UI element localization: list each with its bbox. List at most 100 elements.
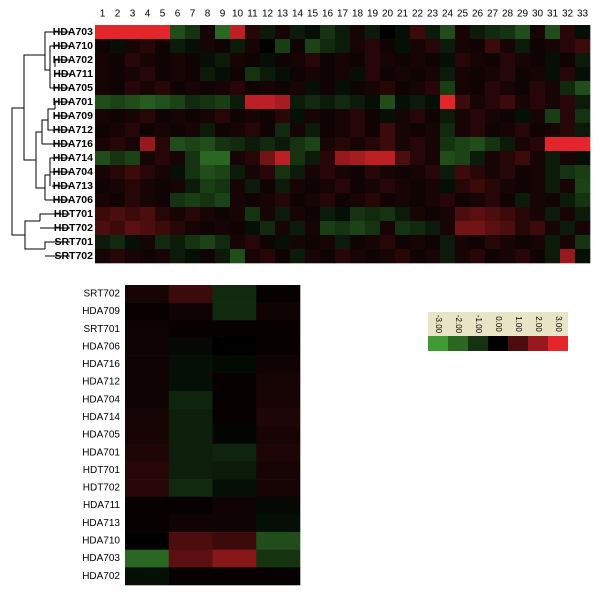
cell [95, 123, 111, 138]
cell [500, 179, 516, 194]
cell [110, 249, 126, 264]
cell [455, 207, 471, 222]
cell [170, 151, 186, 166]
cell [425, 67, 441, 82]
cell [395, 193, 411, 208]
cell [290, 151, 306, 166]
cell [290, 221, 306, 236]
cell [155, 67, 171, 82]
column-label: 19 [367, 9, 379, 20]
cell [470, 207, 486, 222]
cell [110, 151, 126, 166]
legend-cell [468, 336, 488, 351]
cell [500, 151, 516, 166]
cell [168, 567, 213, 586]
cell [256, 496, 301, 515]
cell [470, 249, 486, 264]
cell [305, 193, 321, 208]
cell [485, 123, 501, 138]
legend-cell [488, 336, 508, 351]
cell [365, 123, 381, 138]
column-label: 12 [262, 9, 274, 20]
cell [305, 179, 321, 194]
cell [470, 151, 486, 166]
cell [155, 123, 171, 138]
cell [365, 207, 381, 222]
row-label: HDA716 [82, 359, 120, 370]
cell [515, 137, 531, 152]
cell [440, 221, 456, 236]
cell [95, 179, 111, 194]
cell [320, 193, 336, 208]
cell [545, 179, 561, 194]
cell [350, 137, 366, 152]
cell [440, 25, 456, 40]
cell [320, 137, 336, 152]
cell [365, 67, 381, 82]
cell [275, 95, 291, 110]
cell [125, 123, 141, 138]
cell [256, 549, 301, 568]
cell [260, 81, 276, 96]
cell [200, 193, 216, 208]
cell [290, 137, 306, 152]
legend-cell [508, 336, 528, 351]
cell [455, 109, 471, 124]
cell [410, 81, 426, 96]
cell [125, 95, 141, 110]
cell [530, 221, 546, 236]
cell [365, 109, 381, 124]
row-label: SRT701 [54, 236, 93, 248]
cell [515, 165, 531, 180]
cell [212, 549, 257, 568]
row-label: HDA710 [82, 536, 120, 547]
cell [230, 137, 246, 152]
row-label: HDA705 [53, 82, 93, 94]
cell [140, 81, 156, 96]
legend-cell [428, 336, 448, 351]
cell [212, 461, 257, 480]
cell [185, 165, 201, 180]
cell [440, 249, 456, 264]
cell [212, 514, 257, 533]
cell [560, 67, 576, 82]
cell [350, 109, 366, 124]
cell [245, 207, 261, 222]
cell [275, 81, 291, 96]
cell [575, 109, 591, 124]
cell [140, 123, 156, 138]
cell [470, 165, 486, 180]
cell [110, 25, 126, 40]
cell [410, 221, 426, 236]
cell [125, 373, 170, 392]
cell [335, 151, 351, 166]
column-label: 21 [397, 9, 409, 20]
cell [140, 53, 156, 68]
column-label: 3 [130, 9, 136, 20]
cell [168, 373, 213, 392]
cell [125, 151, 141, 166]
cell [125, 337, 170, 356]
cell [168, 285, 213, 303]
column-label: 24 [442, 9, 454, 20]
cell [168, 408, 213, 427]
cell [256, 426, 301, 445]
cell [212, 355, 257, 374]
cell [200, 95, 216, 110]
row-label: SRT702 [54, 250, 93, 262]
cell [256, 337, 301, 356]
cell [125, 496, 170, 515]
cell [545, 109, 561, 124]
cell [410, 193, 426, 208]
cell [125, 193, 141, 208]
cell [335, 207, 351, 222]
cell [110, 221, 126, 236]
cell [260, 165, 276, 180]
legend-tick-label: -3.00 [434, 315, 443, 334]
row-label: HDA712 [82, 377, 120, 388]
cell [125, 320, 170, 339]
cell [95, 249, 111, 264]
cell [470, 221, 486, 236]
cell [256, 373, 301, 392]
